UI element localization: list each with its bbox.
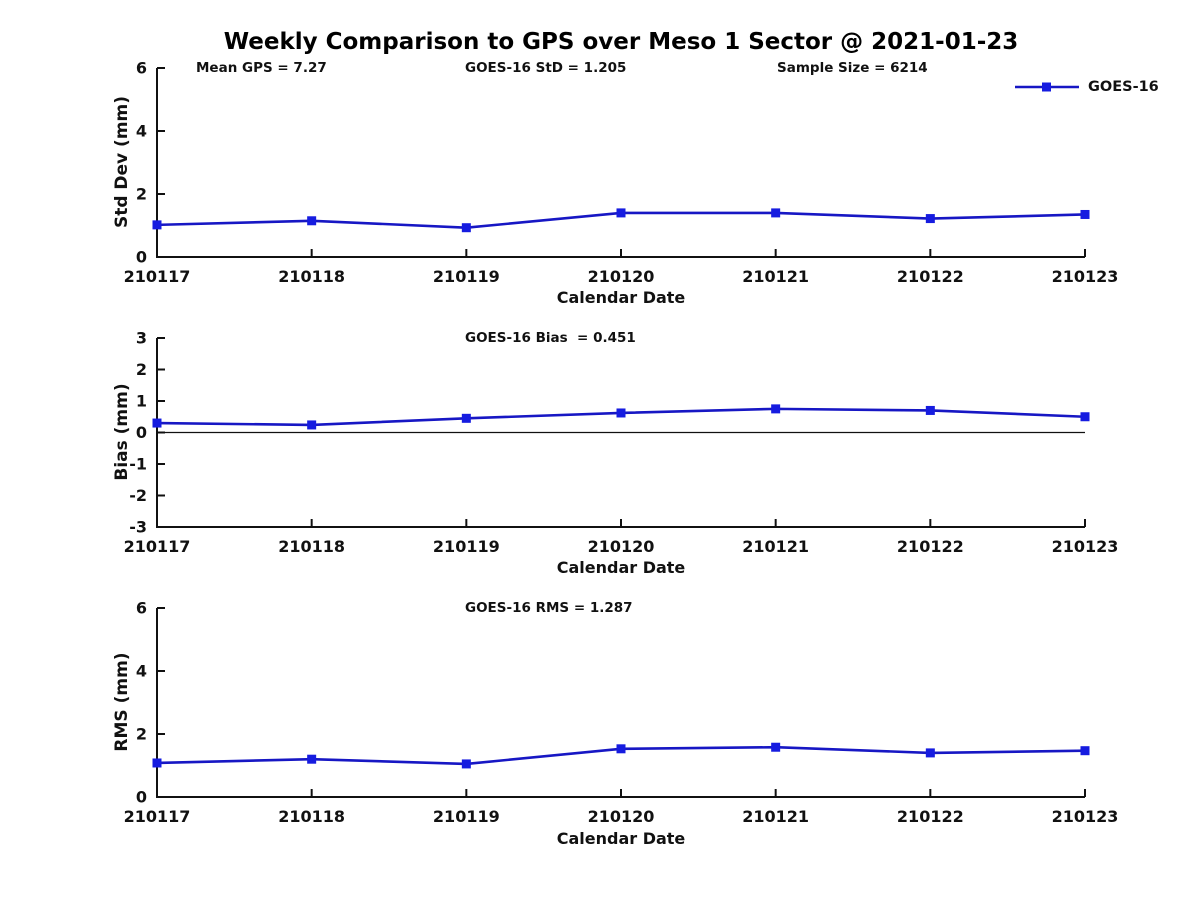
stddev-plot-svg: 0 2 4 6 210117 210118 210119 210120 210121 210122…: [124, 59, 1119, 287]
svg-text:2: 2: [136, 360, 147, 379]
bias-plot-svg: -3 -2 -1 0 1 2 3 210117 210118 210119 210120 210121…: [124, 329, 1119, 557]
svg-text:0: 0: [136, 423, 147, 442]
svg-text:210121: 210121: [742, 807, 809, 826]
svg-text:0: 0: [136, 788, 147, 807]
svg-text:210123: 210123: [1052, 267, 1119, 286]
svg-text:210122: 210122: [897, 537, 964, 556]
svg-text:210117: 210117: [124, 267, 191, 286]
svg-text:1: 1: [136, 392, 147, 411]
svg-text:3: 3: [136, 329, 147, 348]
figure-title: Weekly Comparison to GPS over Meso 1 Sec…: [223, 29, 1019, 55]
svg-text:210119: 210119: [433, 537, 500, 556]
bias-annotation: GOES-16 Bias = 0.451: [465, 330, 636, 346]
goes16-std-annotation: GOES-16 StD = 1.205: [465, 60, 627, 76]
svg-text:210123: 210123: [1052, 807, 1119, 826]
svg-text:210117: 210117: [124, 807, 191, 826]
svg-text:210122: 210122: [897, 267, 964, 286]
svg-text:210117: 210117: [124, 537, 191, 556]
svg-text:-3: -3: [129, 518, 147, 537]
bias-xlabel: Calendar Date: [556, 558, 686, 577]
svg-text:210121: 210121: [742, 267, 809, 286]
svg-text:210122: 210122: [897, 807, 964, 826]
svg-text:-2: -2: [129, 486, 147, 505]
rms-xlabel: Calendar Date: [556, 829, 686, 848]
svg-text:2: 2: [136, 185, 147, 204]
rms-plot-svg: 0 2 4 6 210117 210118 210119 210120 210121 210122…: [124, 599, 1119, 827]
legend-line-marker-icon: [1015, 82, 1079, 92]
svg-text:210120: 210120: [588, 267, 655, 286]
legend-label: GOES-16: [1088, 79, 1159, 95]
svg-text:4: 4: [136, 122, 147, 141]
svg-text:4: 4: [136, 662, 147, 681]
legend: GOES-16: [1014, 78, 1159, 96]
rms-annotation: GOES-16 RMS = 1.287: [465, 600, 633, 616]
svg-text:2: 2: [136, 725, 147, 744]
svg-text:0: 0: [136, 248, 147, 267]
svg-text:210118: 210118: [278, 807, 345, 826]
mean-gps-annotation: Mean GPS = 7.27: [196, 60, 327, 76]
svg-text:6: 6: [136, 599, 147, 618]
svg-text:210118: 210118: [278, 267, 345, 286]
svg-text:210119: 210119: [433, 267, 500, 286]
sample-size-annotation: Sample Size = 6214: [777, 60, 928, 76]
svg-text:210119: 210119: [433, 807, 500, 826]
svg-text:210123: 210123: [1052, 537, 1119, 556]
stddev-xlabel: Calendar Date: [556, 288, 686, 307]
svg-text:6: 6: [136, 59, 147, 78]
svg-text:210121: 210121: [742, 537, 809, 556]
svg-text:210118: 210118: [278, 537, 345, 556]
svg-text:-1: -1: [129, 455, 147, 474]
svg-text:210120: 210120: [588, 537, 655, 556]
svg-text:210120: 210120: [588, 807, 655, 826]
